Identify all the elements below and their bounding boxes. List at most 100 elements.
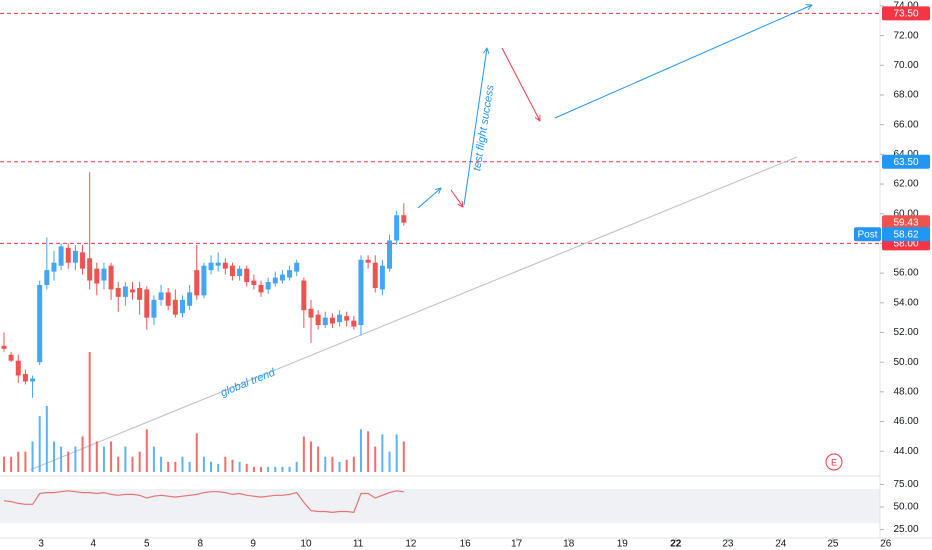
candle-body bbox=[322, 317, 328, 326]
candle-body bbox=[251, 280, 257, 285]
candle-body bbox=[279, 274, 285, 281]
candle-body bbox=[237, 268, 243, 277]
candle-body bbox=[165, 292, 171, 306]
x-tick-label: 8 bbox=[198, 539, 204, 550]
candle-body bbox=[201, 265, 207, 296]
volume-bar bbox=[138, 451, 141, 472]
volume-bar bbox=[309, 441, 312, 472]
volume-bar bbox=[188, 461, 191, 472]
volume-bar bbox=[274, 466, 277, 472]
candle-body bbox=[1, 345, 7, 349]
candle-body bbox=[315, 314, 321, 326]
volume-bar bbox=[2, 456, 5, 472]
volume-bar bbox=[324, 456, 327, 472]
earnings-label: E bbox=[831, 457, 837, 467]
candle-body bbox=[258, 284, 264, 293]
volume-bar bbox=[352, 456, 355, 472]
price-badge-label: 73.50 bbox=[893, 8, 918, 19]
candle-body bbox=[172, 299, 178, 315]
candle-body bbox=[37, 284, 43, 363]
volume-bar bbox=[224, 456, 227, 472]
candle-body bbox=[158, 292, 164, 300]
volume-bar bbox=[367, 431, 370, 472]
x-tick-label: 16 bbox=[460, 539, 472, 550]
x-tick-label: 24 bbox=[775, 539, 787, 550]
volume-bar bbox=[238, 461, 241, 472]
price-badge-label: 59.43 bbox=[893, 217, 918, 228]
candle-body bbox=[372, 262, 378, 288]
candle-body bbox=[365, 259, 371, 263]
candle-body bbox=[30, 378, 36, 382]
candle-body bbox=[401, 215, 407, 223]
earnings-marker[interactable] bbox=[825, 453, 843, 471]
price-badge-label: 58.00 bbox=[893, 239, 918, 250]
price-badge bbox=[882, 6, 930, 21]
candle-body bbox=[58, 246, 64, 266]
candle-body bbox=[287, 270, 293, 278]
x-tick-label: 19 bbox=[617, 539, 629, 550]
volume-bar bbox=[338, 461, 341, 472]
candle-body bbox=[379, 265, 385, 290]
volume-bar bbox=[245, 463, 248, 472]
volume-bar bbox=[288, 466, 291, 472]
x-tick-label: 9 bbox=[250, 539, 256, 550]
volume-bar bbox=[381, 434, 384, 472]
y-tick-label: 48.00 bbox=[893, 386, 918, 397]
volume-bar bbox=[60, 446, 63, 472]
candle-body bbox=[387, 240, 393, 269]
y-tick-label: 68.00 bbox=[893, 90, 918, 101]
arrow bbox=[501, 47, 540, 121]
rsi-line bbox=[3, 490, 404, 514]
volume-bar bbox=[110, 441, 113, 472]
arrow bbox=[463, 48, 487, 206]
price-badge bbox=[882, 227, 930, 242]
rsi-tick-label: 75.00 bbox=[893, 479, 918, 490]
candle-body bbox=[351, 320, 357, 327]
y-tick-label: 70.00 bbox=[893, 60, 918, 71]
candle-body bbox=[8, 354, 14, 361]
volume-bar bbox=[17, 451, 20, 472]
x-tick-label: 23 bbox=[722, 539, 734, 550]
x-tick-label: 12 bbox=[405, 539, 417, 550]
arrow bbox=[554, 5, 812, 119]
candle-body bbox=[151, 299, 157, 318]
price-badge bbox=[882, 215, 930, 230]
volume-bar bbox=[252, 466, 255, 472]
volume-bar bbox=[10, 456, 13, 472]
y-tick-label: 72.00 bbox=[893, 30, 918, 41]
volume-bar bbox=[267, 466, 270, 472]
post-tag bbox=[854, 227, 881, 242]
candle-body bbox=[65, 247, 71, 263]
volume-bar bbox=[38, 416, 41, 472]
candle-body bbox=[194, 270, 200, 296]
x-tick-label: 10 bbox=[300, 539, 312, 550]
volume-bar bbox=[131, 456, 134, 472]
volume-bar bbox=[152, 446, 155, 472]
volume-bar bbox=[24, 451, 27, 472]
x-tick-label: 18 bbox=[563, 539, 575, 550]
rsi-tick-label: 50.00 bbox=[893, 502, 918, 513]
volume-bar bbox=[295, 461, 298, 472]
x-tick-label: 26 bbox=[880, 539, 892, 550]
y-tick-label: 64.00 bbox=[893, 149, 918, 160]
candle-body bbox=[144, 289, 150, 318]
volume-bar bbox=[359, 429, 362, 472]
volume-bar bbox=[210, 461, 213, 472]
candle-body bbox=[187, 292, 193, 306]
candle-body bbox=[272, 277, 278, 284]
volume-bar bbox=[167, 461, 170, 472]
candle-body bbox=[244, 268, 250, 283]
volume-bar bbox=[395, 434, 398, 472]
volume-bar bbox=[317, 446, 320, 472]
candle-body bbox=[122, 286, 128, 297]
candle-body bbox=[87, 258, 93, 281]
y-tick-label: 62.00 bbox=[893, 179, 918, 190]
candle-body bbox=[80, 252, 86, 269]
candle-body bbox=[108, 265, 114, 290]
volume-bar bbox=[217, 463, 220, 472]
candle-body bbox=[130, 289, 136, 293]
candle-body bbox=[358, 259, 364, 326]
candle-body bbox=[229, 265, 235, 277]
candle-body bbox=[137, 287, 143, 300]
y-tick-label: 56.00 bbox=[893, 268, 918, 279]
